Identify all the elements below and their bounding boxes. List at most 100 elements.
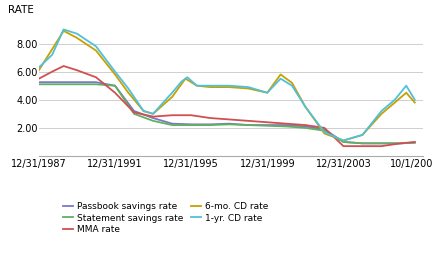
1-yr. CD rate: [246, 86, 251, 89]
6-mo. CD rate: [74, 36, 79, 40]
MMA rate: [303, 124, 308, 127]
Statement savings rate: [360, 142, 365, 145]
6-mo. CD rate: [303, 105, 308, 108]
Statement savings rate: [55, 83, 60, 86]
Statement savings rate: [36, 83, 41, 86]
Statement savings rate: [398, 142, 403, 145]
1-yr. CD rate: [36, 66, 41, 69]
1-yr. CD rate: [379, 109, 384, 113]
6-mo. CD rate: [289, 81, 295, 84]
6-mo. CD rate: [265, 91, 270, 94]
Statement savings rate: [341, 140, 346, 144]
1-yr. CD rate: [93, 45, 98, 48]
Line: 6-mo. CD rate: 6-mo. CD rate: [39, 31, 415, 141]
MMA rate: [61, 64, 66, 68]
Statement savings rate: [150, 119, 156, 122]
MMA rate: [74, 69, 79, 72]
MMA rate: [131, 111, 137, 114]
MMA rate: [112, 91, 118, 94]
1-yr. CD rate: [278, 77, 283, 80]
6-mo. CD rate: [412, 101, 417, 104]
MMA rate: [322, 126, 327, 129]
1-yr. CD rate: [185, 76, 190, 79]
MMA rate: [412, 140, 417, 144]
1-yr. CD rate: [194, 84, 200, 87]
MMA rate: [398, 142, 403, 145]
MMA rate: [150, 115, 156, 118]
Statement savings rate: [227, 123, 232, 126]
1-yr. CD rate: [61, 28, 66, 31]
Passbook savings rate: [303, 125, 308, 128]
Statement savings rate: [188, 124, 194, 127]
Passbook savings rate: [188, 123, 194, 126]
6-mo. CD rate: [183, 77, 188, 80]
6-mo. CD rate: [194, 84, 200, 87]
MMA rate: [246, 119, 251, 122]
Passbook savings rate: [150, 116, 156, 120]
1-yr. CD rate: [289, 84, 295, 87]
MMA rate: [208, 116, 213, 120]
6-mo. CD rate: [93, 49, 98, 52]
MMA rate: [188, 114, 194, 117]
Passbook savings rate: [284, 124, 289, 127]
6-mo. CD rate: [141, 109, 146, 113]
Passbook savings rate: [93, 81, 98, 84]
1-yr. CD rate: [169, 91, 175, 94]
Statement savings rate: [379, 142, 384, 145]
Passbook savings rate: [379, 142, 384, 145]
1-yr. CD rate: [412, 98, 417, 101]
6-mo. CD rate: [227, 86, 232, 89]
1-yr. CD rate: [179, 80, 184, 83]
6-mo. CD rate: [208, 86, 213, 89]
Passbook savings rate: [265, 124, 270, 127]
1-yr. CD rate: [341, 139, 346, 142]
Statement savings rate: [208, 124, 213, 127]
6-mo. CD rate: [126, 91, 131, 94]
MMA rate: [265, 121, 270, 124]
Statement savings rate: [246, 124, 251, 127]
Passbook savings rate: [74, 81, 79, 84]
6-mo. CD rate: [278, 73, 283, 76]
6-mo. CD rate: [61, 29, 66, 32]
Line: MMA rate: MMA rate: [39, 66, 415, 146]
MMA rate: [36, 77, 41, 80]
Passbook savings rate: [55, 81, 60, 84]
1-yr. CD rate: [112, 70, 118, 73]
6-mo. CD rate: [392, 101, 397, 104]
Passbook savings rate: [360, 142, 365, 145]
1-yr. CD rate: [74, 32, 79, 35]
1-yr. CD rate: [360, 133, 365, 136]
6-mo. CD rate: [341, 139, 346, 142]
Text: RATE: RATE: [8, 5, 34, 15]
MMA rate: [169, 114, 175, 117]
6-mo. CD rate: [322, 132, 327, 135]
6-mo. CD rate: [169, 95, 175, 99]
Statement savings rate: [412, 141, 417, 144]
6-mo. CD rate: [360, 133, 365, 136]
Passbook savings rate: [398, 142, 403, 145]
Line: Statement savings rate: Statement savings rate: [39, 84, 415, 143]
6-mo. CD rate: [50, 48, 55, 51]
6-mo. CD rate: [246, 87, 251, 90]
Statement savings rate: [284, 125, 289, 128]
Passbook savings rate: [208, 123, 213, 126]
Statement savings rate: [322, 129, 327, 132]
1-yr. CD rate: [403, 84, 409, 87]
MMA rate: [284, 122, 289, 125]
MMA rate: [93, 76, 98, 79]
Passbook savings rate: [412, 141, 417, 144]
6-mo. CD rate: [112, 73, 118, 76]
MMA rate: [227, 118, 232, 121]
Passbook savings rate: [322, 128, 327, 131]
6-mo. CD rate: [150, 112, 156, 115]
Passbook savings rate: [246, 124, 251, 127]
MMA rate: [341, 145, 346, 148]
Passbook savings rate: [131, 109, 137, 113]
1-yr. CD rate: [227, 84, 232, 87]
1-yr. CD rate: [392, 98, 397, 101]
Statement savings rate: [131, 112, 137, 115]
Passbook savings rate: [341, 140, 346, 144]
1-yr. CD rate: [50, 53, 55, 56]
Statement savings rate: [93, 83, 98, 86]
Passbook savings rate: [227, 122, 232, 125]
